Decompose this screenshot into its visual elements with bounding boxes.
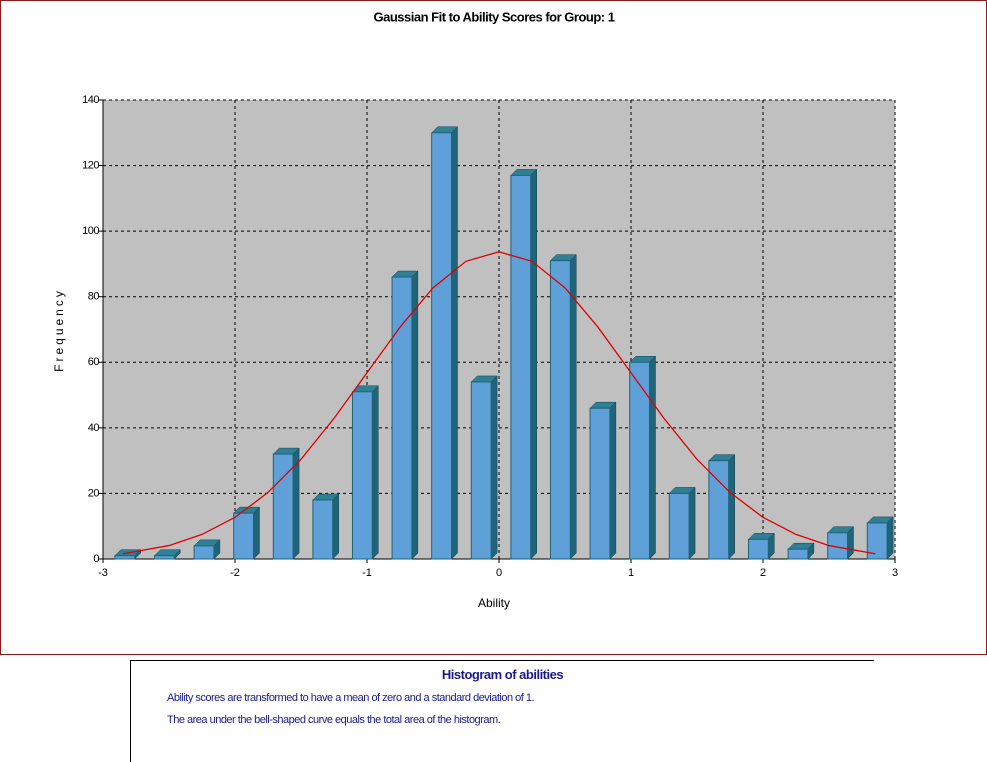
- bar: [233, 512, 254, 560]
- bar: [391, 276, 413, 560]
- x-tick-label: -3: [98, 567, 108, 579]
- chart: Gaussian Fit to Ability Scores for Group…: [52, 9, 898, 610]
- bar-side: [728, 454, 735, 560]
- bar-group: [312, 493, 340, 560]
- bar: [351, 391, 373, 560]
- bar: [510, 174, 532, 560]
- notes-panel: Histogram of abilities Ability scores ar…: [130, 660, 874, 762]
- x-axis-label: Ability: [478, 596, 510, 610]
- notes-heading: Histogram of abilities: [441, 667, 564, 682]
- bar-side: [688, 486, 696, 560]
- bar-group: [470, 375, 498, 560]
- y-tick-label: 80: [88, 291, 100, 303]
- x-tick-label: 1: [628, 567, 634, 579]
- bar: [431, 132, 452, 560]
- y-tick-label: 0: [93, 553, 99, 565]
- bar-side: [490, 375, 498, 560]
- bar-group: [193, 539, 221, 560]
- bar: [153, 555, 175, 560]
- bar: [708, 460, 730, 560]
- fit-curve: [122, 251, 876, 555]
- bar-side: [451, 126, 458, 560]
- bar-group: [629, 355, 657, 560]
- notes-line: Ability scores are transformed to have a…: [167, 692, 535, 704]
- bar: [312, 499, 334, 560]
- x-tick-label: -2: [230, 567, 240, 579]
- bar-group: [351, 385, 379, 560]
- x-tick-label: -1: [362, 567, 372, 579]
- bar-group: [589, 401, 617, 560]
- bar-side: [886, 516, 894, 560]
- bar-group: [233, 506, 261, 560]
- bar-group: [510, 168, 538, 560]
- y-tick-label: 120: [82, 159, 99, 171]
- x-tick-label: 3: [892, 567, 898, 579]
- bar: [668, 492, 690, 560]
- y-tick-label: 60: [88, 356, 100, 368]
- y-tick-label: 20: [88, 487, 100, 499]
- y-tick-label: 100: [82, 225, 99, 237]
- bar-side: [411, 270, 419, 560]
- bar-group: [431, 126, 459, 560]
- y-axis-label: Frequency: [52, 288, 66, 372]
- bar-side: [609, 401, 617, 560]
- x-tick-label: 2: [760, 567, 766, 579]
- bar-side: [649, 355, 656, 560]
- bar: [747, 538, 769, 560]
- bar: [866, 522, 888, 560]
- bar-group: [153, 549, 181, 560]
- bar-group: [391, 270, 419, 560]
- notes-line: The area under the bell-shaped curve equ…: [167, 714, 501, 726]
- bar-group: [668, 486, 696, 560]
- bar: [193, 545, 215, 560]
- bar: [114, 555, 136, 560]
- bar-side: [530, 168, 537, 560]
- chart-title: Gaussian Fit to Ability Scores for Group…: [374, 9, 615, 24]
- bar: [470, 381, 492, 560]
- bar-side: [372, 385, 379, 560]
- bar-side: [332, 493, 339, 560]
- bar: [272, 453, 294, 560]
- bar-side: [253, 506, 260, 560]
- bar-group: [272, 447, 300, 560]
- bar: [629, 361, 650, 560]
- bar: [787, 548, 809, 560]
- bar-group: [549, 254, 577, 560]
- bar: [827, 532, 848, 560]
- bar: [589, 407, 611, 560]
- bar-group: [787, 542, 815, 560]
- bar-group: [866, 516, 894, 560]
- bar-group: [708, 454, 736, 560]
- x-tick-label: 0: [496, 567, 502, 579]
- y-tick-label: 40: [88, 422, 100, 434]
- bar-group: [827, 526, 855, 560]
- bar: [549, 260, 571, 560]
- bar-group: [747, 532, 775, 560]
- y-tick-label: 140: [82, 94, 99, 106]
